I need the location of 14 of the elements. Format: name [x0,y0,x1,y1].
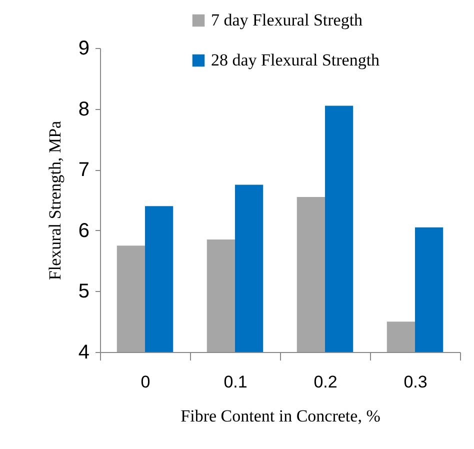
y-tick-label: 4 [78,342,90,364]
y-axis-title: Flexural Strength, MPa [45,120,64,280]
y-tick-label: 9 [78,38,90,60]
y-tick-label: 7 [78,159,90,182]
x-tick-label: 0.1 [224,372,248,392]
x-tick-label: 0.2 [314,372,338,392]
legend-label: 28 day Flexural Strength [211,50,380,70]
x-tick-label: 0 [140,372,150,392]
y-tick-label: 6 [78,220,90,242]
y-tick-label: 8 [78,98,90,120]
x-axis-title: Fibre Content in Concrete, % [180,406,380,426]
y-tick-label: 5 [78,280,90,303]
x-tick-label: 0.3 [404,372,428,392]
legend-label: 7 day Flexural Stregth [211,10,364,30]
